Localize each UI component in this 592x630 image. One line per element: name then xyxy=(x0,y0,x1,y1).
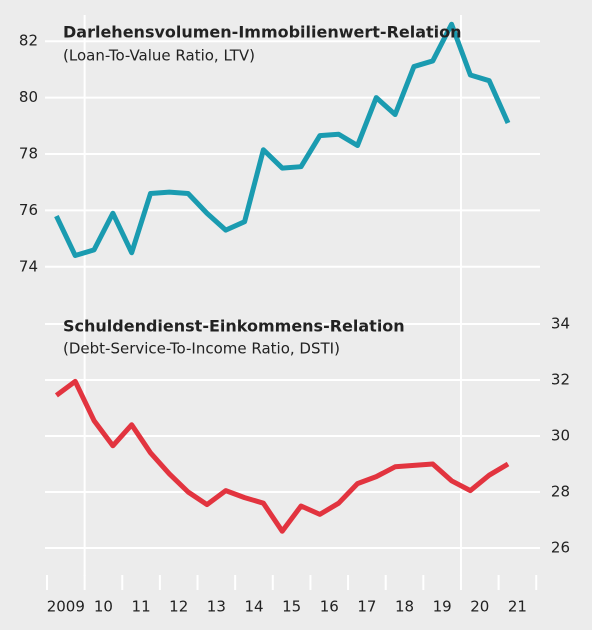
panel-subtitle: (Debt-Service-To-Income Ratio, DSTI) xyxy=(63,340,340,358)
y-tick-label: 30 xyxy=(551,427,570,445)
y-tick-label: 82 xyxy=(19,32,38,50)
x-tick-label: 10 xyxy=(94,598,113,616)
panel-subtitle: (Loan-To-Value Ratio, LTV) xyxy=(63,47,255,65)
x-tick-label: 11 xyxy=(132,598,151,616)
y-tick-label: 34 xyxy=(551,315,570,333)
line-series xyxy=(54,378,510,534)
y-tick-label: 78 xyxy=(19,145,38,163)
x-tick-label: 19 xyxy=(433,598,452,616)
y-tick-label: 76 xyxy=(19,201,38,219)
y-tick-label: 32 xyxy=(551,371,570,389)
x-tick-label: 15 xyxy=(282,598,301,616)
panel-title: Schuldendienst-Einkommens-Relation xyxy=(63,317,405,336)
x-tick-label: 14 xyxy=(244,598,263,616)
y-tick-label: 28 xyxy=(551,483,570,501)
y-tick-label: 74 xyxy=(19,257,38,275)
x-tick-label: 13 xyxy=(207,598,226,616)
x-tick-label: 12 xyxy=(169,598,188,616)
x-tick-label: 21 xyxy=(508,598,527,616)
x-tick-label: 18 xyxy=(395,598,414,616)
x-tick-label: 2009 xyxy=(47,598,85,616)
x-tick-label: 17 xyxy=(357,598,376,616)
x-tick-label: 20 xyxy=(470,598,489,616)
line-series xyxy=(54,21,511,259)
panel-title: Darlehensvolumen-Immobilienwert-Relation xyxy=(63,23,462,42)
y-tick-label: 26 xyxy=(551,539,570,557)
x-tick-label: 16 xyxy=(320,598,339,616)
y-tick-label: 80 xyxy=(19,88,38,106)
